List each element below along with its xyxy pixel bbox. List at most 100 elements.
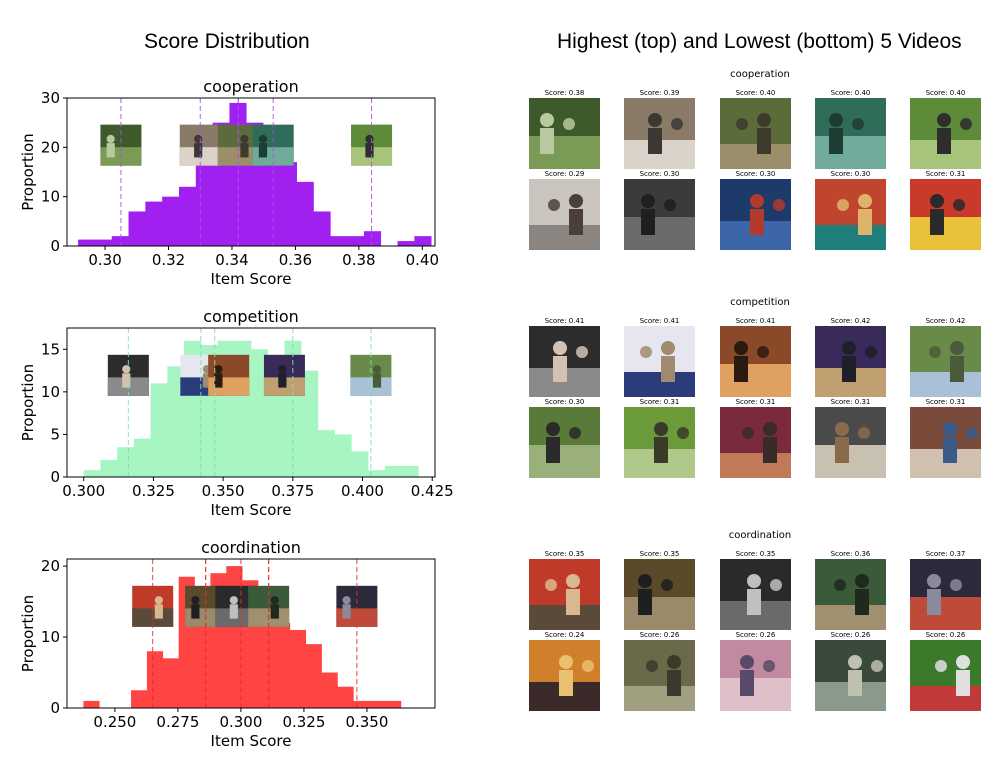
histogram-bar [317,430,335,477]
kid-drums-photo [529,559,600,645]
histogram-bar [167,366,185,477]
video-thumbnail[interactable]: Score: 0.37 [910,550,981,637]
video-thumbnail[interactable]: Score: 0.41 [624,317,695,412]
histogram-bar [305,644,322,708]
video-thumbnail[interactable]: Score: 0.31 [815,398,886,485]
x-tick-label: 0.275 [156,713,199,731]
video-thumbnail[interactable]: Score: 0.26 [910,631,981,726]
x-tick-label: 0.38 [342,251,375,269]
videos-heading: Highest (top) and Lowest (bottom) 5 Vide… [557,30,962,53]
video-thumbnail[interactable]: Score: 0.26 [624,631,695,726]
woman-eating-photo [720,326,791,404]
video-thumbnail[interactable]: Score: 0.36 [815,550,886,645]
video-score-label: Score: 0.36 [830,550,871,558]
video-score-label: Score: 0.31 [830,398,871,406]
video-thumbnail[interactable]: Score: 0.35 [529,550,600,645]
histogram-bar [128,211,146,246]
histogram-bar [296,181,314,246]
histogram-bar [94,239,113,246]
y-tick-label: 15 [41,340,60,358]
video-score-label: Score: 0.35 [639,550,680,558]
histogram-bar [289,629,306,708]
y-tick-label: 5 [50,425,60,443]
chart-title: cooperation [203,77,298,96]
x-tick-label: 0.30 [88,251,121,269]
video-score-label: Score: 0.41 [544,317,585,325]
video-thumbnail[interactable]: Score: 0.30 [624,170,695,257]
video-score-label: Score: 0.31 [639,398,680,406]
video-score-label: Score: 0.37 [925,550,966,558]
dancing-yard-photo [529,407,600,485]
video-thumbnail[interactable]: Score: 0.31 [910,398,981,489]
video-thumbnail[interactable]: Score: 0.40 [720,89,791,184]
chart-title: competition [203,307,299,326]
histogram-bar [369,700,386,708]
video-thumbnail[interactable]: Score: 0.35 [624,550,695,637]
video-thumbnail[interactable]: Score: 0.40 [815,89,886,176]
histogram-bar [337,686,354,708]
x-tick-label: 0.350 [202,482,245,500]
dancing-couple-photo [720,559,791,641]
karate-kids-photo [624,326,695,412]
video-thumbnail[interactable]: Score: 0.31 [720,398,791,493]
tennis-indoor-photo [720,179,791,261]
y-axis-label: Proportion [19,595,37,672]
video-score-label: Score: 0.42 [830,317,871,325]
histogram-bar [301,370,319,477]
y-tick-label: 20 [41,557,60,575]
video-score-label: Score: 0.31 [735,398,776,406]
histogram-bar [313,211,331,246]
histogram-bar [78,239,96,246]
histogram-bar [385,700,402,708]
video-thumbnail[interactable]: Score: 0.31 [624,398,695,489]
histogram-bar [162,196,180,246]
chart-thumbnail-image [208,354,250,396]
video-score-label: Score: 0.30 [544,398,585,406]
video-thumbnail[interactable]: Score: 0.42 [815,317,886,408]
video-score-label: Score: 0.35 [735,550,776,558]
men-car-photo [529,326,600,408]
people-digging-photo [720,98,791,184]
people-garden-photo [529,98,600,176]
video-score-label: Score: 0.30 [830,170,871,178]
video-thumbnail[interactable]: Score: 0.41 [720,317,791,404]
x-axis-label: Item Score [211,732,292,750]
histogram-bar [351,451,369,477]
video-thumbnail[interactable]: Score: 0.29 [529,170,600,265]
x-tick-label: 0.34 [215,251,248,269]
video-thumbnail[interactable]: Score: 0.26 [720,631,791,718]
video-thumbnail[interactable]: Score: 0.31 [910,170,981,257]
video-thumbnail[interactable]: Score: 0.30 [815,170,886,265]
histogram-bar [347,236,365,246]
video-thumbnail[interactable]: Score: 0.41 [529,317,600,408]
histogram-bar [279,162,297,246]
video-thumbnail[interactable]: Score: 0.38 [529,89,600,176]
video-thumbnail[interactable]: Score: 0.42 [910,317,981,412]
histogram-bar [263,152,281,246]
video-score-label: Score: 0.31 [925,170,966,178]
video-thumbnail[interactable]: Score: 0.35 [720,550,791,641]
histogram-bar [414,236,432,246]
histogram-bar [363,231,382,246]
y-tick-label: 0 [50,237,60,255]
x-tick-label: 0.400 [341,482,384,500]
y-tick-label: 0 [50,699,60,717]
video-thumbnail[interactable]: Score: 0.30 [529,398,600,485]
men-table-photo [815,407,886,485]
histogram-bar [111,236,129,246]
video-score-label: Score: 0.26 [830,631,871,639]
video-thumbnail[interactable]: Score: 0.30 [720,170,791,261]
y-tick-label: 10 [41,383,60,401]
arm-wrestling-photo [815,326,886,408]
x-axis-label: Item Score [211,501,292,519]
video-thumbnail[interactable]: Score: 0.39 [624,89,695,180]
histogram-bar [83,700,100,708]
histogram-bar [178,186,197,246]
video-thumbnail[interactable]: Score: 0.26 [815,631,886,722]
histogram-bar [251,349,269,477]
video-thumbnail[interactable]: Score: 0.40 [910,89,981,180]
video-score-label: Score: 0.38 [544,89,585,97]
video-thumbnail[interactable]: Score: 0.24 [529,631,600,722]
chart-thumbnail-image [217,124,259,166]
x-tick-label: 0.325 [282,713,325,731]
